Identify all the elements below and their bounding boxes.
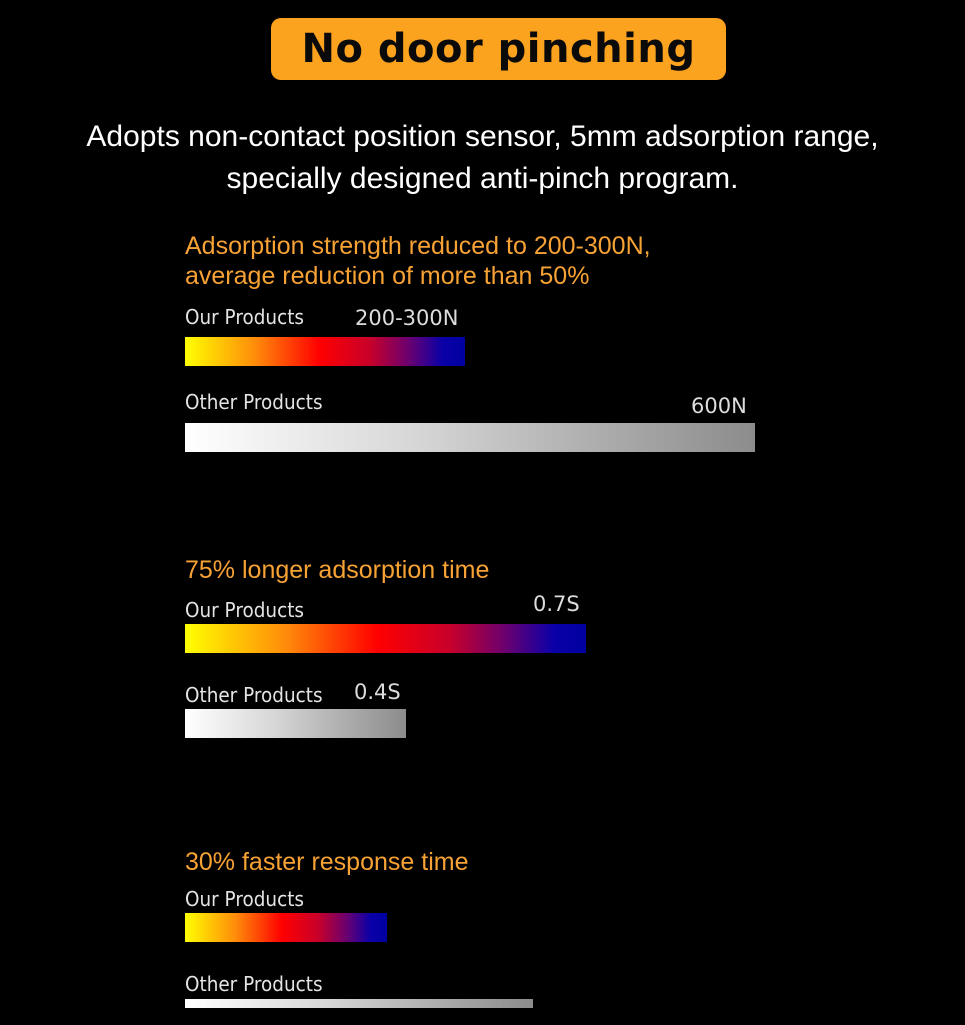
other-products-value: 0.4S (354, 680, 401, 704)
section-heading-response-time: 30% faster response time (185, 847, 468, 877)
page-title: No door pinching (301, 26, 696, 72)
other-products-label: Other Products (185, 972, 323, 996)
title-badge: No door pinching (271, 18, 726, 80)
our-products-value: 200-300N (355, 306, 459, 330)
subtitle: Adopts non-contact position sensor, 5mm … (0, 116, 965, 200)
our-products-label: Our Products (185, 598, 305, 622)
heading-line-1: 75% longer adsorption time (185, 556, 490, 584)
section-heading-adsorption-strength: Adsorption strength reduced to 200-300N,… (185, 231, 651, 291)
heading-line-1: 30% faster response time (185, 848, 469, 876)
other-products-bar (185, 999, 533, 1008)
other-products-label: Other Products (185, 390, 323, 414)
subtitle-line-1: Adopts non-contact position sensor, 5mm … (86, 120, 879, 153)
other-products-bar (185, 423, 755, 452)
other-products-value: 600N (691, 394, 747, 418)
our-products-label: Our Products (185, 887, 305, 911)
other-products-bar (185, 709, 406, 738)
our-products-bar (185, 913, 387, 942)
our-products-bar (185, 624, 586, 653)
our-products-value: 0.7S (533, 592, 580, 616)
our-products-label: Our Products (185, 305, 305, 329)
section-heading-adsorption-time: 75% longer adsorption time (185, 555, 489, 585)
our-products-bar (185, 337, 465, 366)
other-products-label: Other Products (185, 683, 323, 707)
subtitle-line-2: specially designed anti-pinch program. (226, 162, 739, 195)
heading-line-1: Adsorption strength reduced to 200-300N, (185, 232, 651, 260)
heading-line-2: average reduction of more than 50% (185, 262, 590, 290)
